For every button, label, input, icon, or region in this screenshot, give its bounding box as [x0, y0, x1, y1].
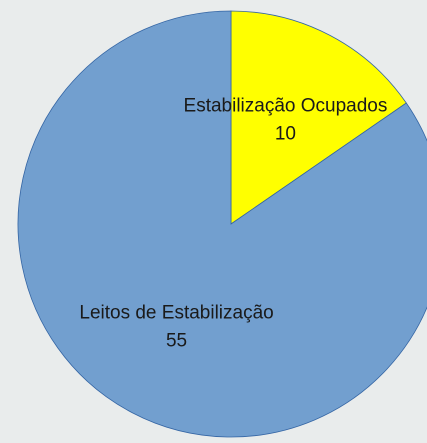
pie-slice — [17, 10, 427, 438]
slice-label: Estabilização Ocupados — [184, 95, 388, 116]
slice-value: 10 — [275, 123, 296, 144]
pie-slice — [230, 10, 407, 225]
slice-value: 55 — [166, 331, 187, 352]
slice-label: Leitos de Estabilização — [79, 303, 273, 324]
